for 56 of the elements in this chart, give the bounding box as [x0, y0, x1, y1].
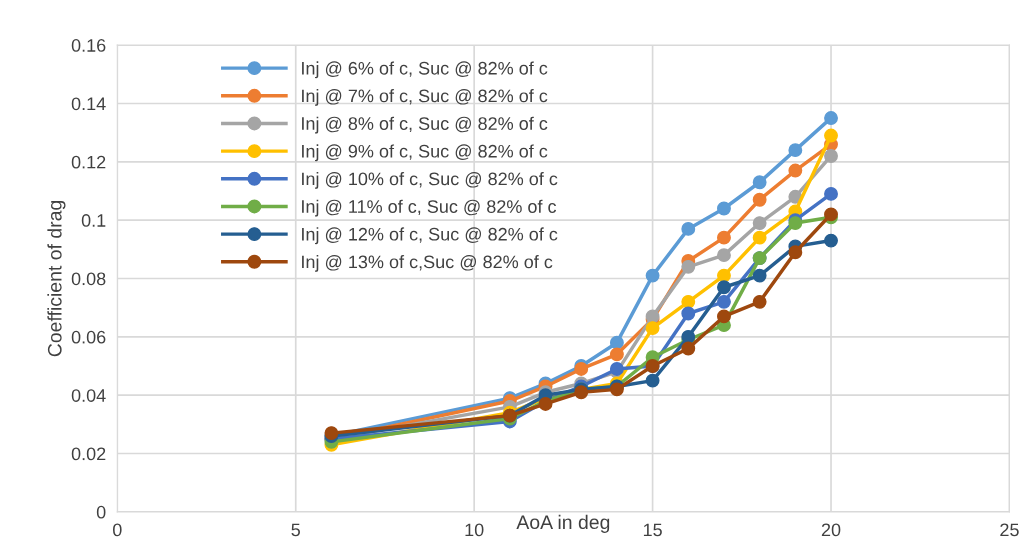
x-tick-label: 25: [1000, 523, 1019, 537]
point: [681, 306, 696, 321]
point: [824, 233, 838, 248]
point: [645, 268, 660, 283]
x-tick-label: 10: [465, 523, 484, 537]
point: [645, 321, 660, 336]
point: [717, 201, 731, 216]
point: [681, 221, 696, 236]
point: [681, 341, 696, 356]
point: [824, 149, 838, 163]
y-axis-title: Coefficient of drag: [47, 201, 66, 357]
point: [609, 347, 624, 362]
point: [752, 192, 767, 207]
point: [824, 128, 838, 143]
y-tick-label: 0.12: [71, 155, 106, 169]
point: [752, 268, 767, 283]
point: [717, 230, 731, 245]
point: [788, 245, 803, 260]
point: [788, 143, 803, 158]
y-tick-label: 0.14: [71, 97, 106, 111]
x-axis-title: AoA in deg: [516, 514, 610, 533]
point: [645, 373, 660, 388]
y-tick-label: 0.02: [71, 447, 106, 461]
point: [752, 294, 767, 309]
point: [824, 111, 838, 125]
point: [717, 280, 731, 295]
legend-label: Inj @ 8% of c, Suc @ 82% of c: [302, 116, 548, 134]
y-tick-label: 0.16: [71, 39, 106, 52]
y-tick-label: 0.08: [71, 272, 106, 286]
x-tick-label: 15: [643, 523, 662, 537]
legend-label: Inj @ 9% of c, Suc @ 82% of c: [302, 144, 548, 162]
point: [752, 216, 767, 231]
legend-label: Inj @ 10% of c, Suc @ 82% of c: [302, 172, 558, 189]
legend-label: Inj @ 7% of c, Suc @ 82% of c: [302, 89, 548, 106]
legend-label: Inj @ 12% of c, Suc @ 82% of c: [302, 227, 558, 245]
point: [681, 259, 696, 274]
point: [752, 230, 767, 245]
y-tick-label: 0.04: [71, 389, 106, 402]
legend-label: Inj @ 6% of c, Suc @ 82% of c: [302, 61, 548, 79]
legend-label: Inj @ 13% of c,Suc @ 82% of c: [302, 255, 553, 272]
point: [717, 294, 731, 309]
point: [824, 186, 838, 201]
point: [717, 309, 731, 324]
x-tick-label: 20: [821, 523, 841, 537]
point: [717, 248, 731, 263]
point: [609, 335, 624, 350]
point: [752, 175, 767, 190]
point: [788, 163, 803, 178]
legend-label: Inj @ 11% of c, Suc @ 82% of c: [302, 199, 557, 217]
y-tick-label: 0: [96, 505, 106, 519]
x-tick-label: 5: [291, 523, 300, 537]
y-tick-label: 0.1: [81, 214, 106, 227]
point: [681, 294, 696, 309]
y-tick-label: 0.06: [71, 330, 106, 344]
x-tick-label: 0: [112, 523, 122, 537]
point: [717, 268, 731, 283]
